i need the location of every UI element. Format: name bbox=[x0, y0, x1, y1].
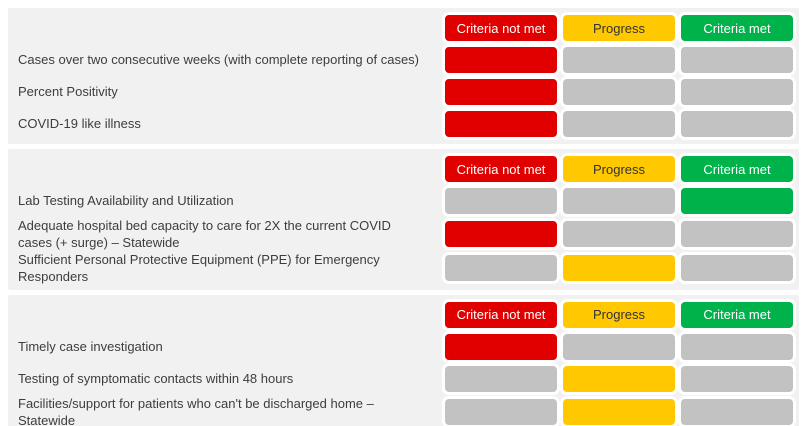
legend-progress: Progress bbox=[560, 12, 678, 44]
criterion-row: Facilities/support for patients who can'… bbox=[8, 395, 796, 426]
status-cells bbox=[442, 185, 796, 217]
status-cells bbox=[442, 76, 796, 108]
status-cell-progress bbox=[560, 44, 678, 76]
status-cells bbox=[442, 395, 796, 426]
legend-cells: Criteria not met Progress Criteria met bbox=[442, 153, 796, 185]
legend-progress: Progress bbox=[560, 153, 678, 185]
criterion-row: Adequate hospital bed capacity to care f… bbox=[8, 217, 796, 251]
criterion-label: Lab Testing Availability and Utilization bbox=[18, 193, 234, 209]
criterion-row: Cases over two consecutive weeks (with c… bbox=[8, 44, 796, 76]
status-cell-not-met bbox=[442, 252, 560, 285]
status-cell-progress bbox=[560, 218, 678, 251]
status-cell-not-met bbox=[442, 44, 560, 76]
legend-criteria-met: Criteria met bbox=[678, 153, 796, 185]
status-cell-progress bbox=[560, 185, 678, 217]
status-cells bbox=[442, 330, 796, 363]
status-cell-met bbox=[678, 395, 796, 426]
status-cell-not-met bbox=[442, 76, 560, 108]
status-cells bbox=[442, 108, 796, 140]
criterion-label: Facilities/support for patients who can'… bbox=[18, 395, 374, 426]
criterion-label: Sufficient Personal Protective Equipment… bbox=[18, 252, 380, 285]
legend-row: Criteria not met Progress Criteria met bbox=[8, 12, 796, 44]
criterion-row: Lab Testing Availability and Utilization bbox=[8, 185, 796, 217]
criteria-panel-cases: Criteria not met Progress Criteria met C… bbox=[8, 8, 799, 144]
criteria-panel-investigation: Criteria not met Progress Criteria met T… bbox=[8, 294, 799, 426]
status-cell-progress bbox=[560, 395, 678, 426]
criterion-label: Percent Positivity bbox=[18, 84, 118, 100]
status-cell-met bbox=[678, 218, 796, 251]
status-cells bbox=[442, 44, 796, 76]
criterion-row: COVID-19 like illness bbox=[8, 108, 796, 140]
legend-criteria-not-met: Criteria not met bbox=[442, 12, 560, 44]
status-cell-not-met bbox=[442, 108, 560, 140]
criterion-label: Cases over two consecutive weeks (with c… bbox=[18, 52, 420, 68]
status-cells bbox=[442, 362, 796, 395]
status-cell-met bbox=[678, 108, 796, 140]
status-cell-met bbox=[678, 330, 796, 363]
legend-progress: Progress bbox=[560, 298, 678, 331]
status-cells bbox=[442, 218, 796, 251]
criterion-label: Testing of symptomatic contacts within 4… bbox=[18, 371, 294, 387]
legend-cells: Criteria not met Progress Criteria met bbox=[442, 298, 796, 331]
criterion-row: Testing of symptomatic contacts within 4… bbox=[8, 362, 796, 395]
status-cell-progress bbox=[560, 330, 678, 363]
status-cell-not-met bbox=[442, 395, 560, 426]
criterion-row: Percent Positivity bbox=[8, 76, 796, 108]
legend-row: Criteria not met Progress Criteria met bbox=[8, 298, 796, 331]
criterion-row: Sufficient Personal Protective Equipment… bbox=[8, 251, 796, 285]
status-cell-progress bbox=[560, 252, 678, 285]
legend-criteria-not-met: Criteria not met bbox=[442, 298, 560, 331]
legend-row: Criteria not met Progress Criteria met bbox=[8, 153, 796, 185]
status-cell-progress bbox=[560, 108, 678, 140]
criterion-row: Timely case investigation bbox=[8, 330, 796, 363]
status-cell-met bbox=[678, 362, 796, 395]
status-cell-met bbox=[678, 185, 796, 217]
criterion-label: Timely case investigation bbox=[18, 339, 163, 355]
status-cell-not-met bbox=[442, 330, 560, 363]
legend-criteria-not-met: Criteria not met bbox=[442, 153, 560, 185]
criterion-label: Adequate hospital bed capacity to care f… bbox=[18, 218, 391, 251]
legend-criteria-met: Criteria met bbox=[678, 12, 796, 44]
status-cell-met bbox=[678, 76, 796, 108]
legend-criteria-met: Criteria met bbox=[678, 298, 796, 331]
status-cell-progress bbox=[560, 362, 678, 395]
status-cell-progress bbox=[560, 76, 678, 108]
status-cell-not-met bbox=[442, 185, 560, 217]
status-cell-not-met bbox=[442, 362, 560, 395]
status-cells bbox=[442, 252, 796, 285]
status-cell-met bbox=[678, 44, 796, 76]
legend-cells: Criteria not met Progress Criteria met bbox=[442, 12, 796, 44]
criterion-label: COVID-19 like illness bbox=[18, 116, 141, 132]
status-cell-not-met bbox=[442, 218, 560, 251]
status-cell-met bbox=[678, 252, 796, 285]
criteria-panel-capacity: Criteria not met Progress Criteria met L… bbox=[8, 149, 799, 290]
